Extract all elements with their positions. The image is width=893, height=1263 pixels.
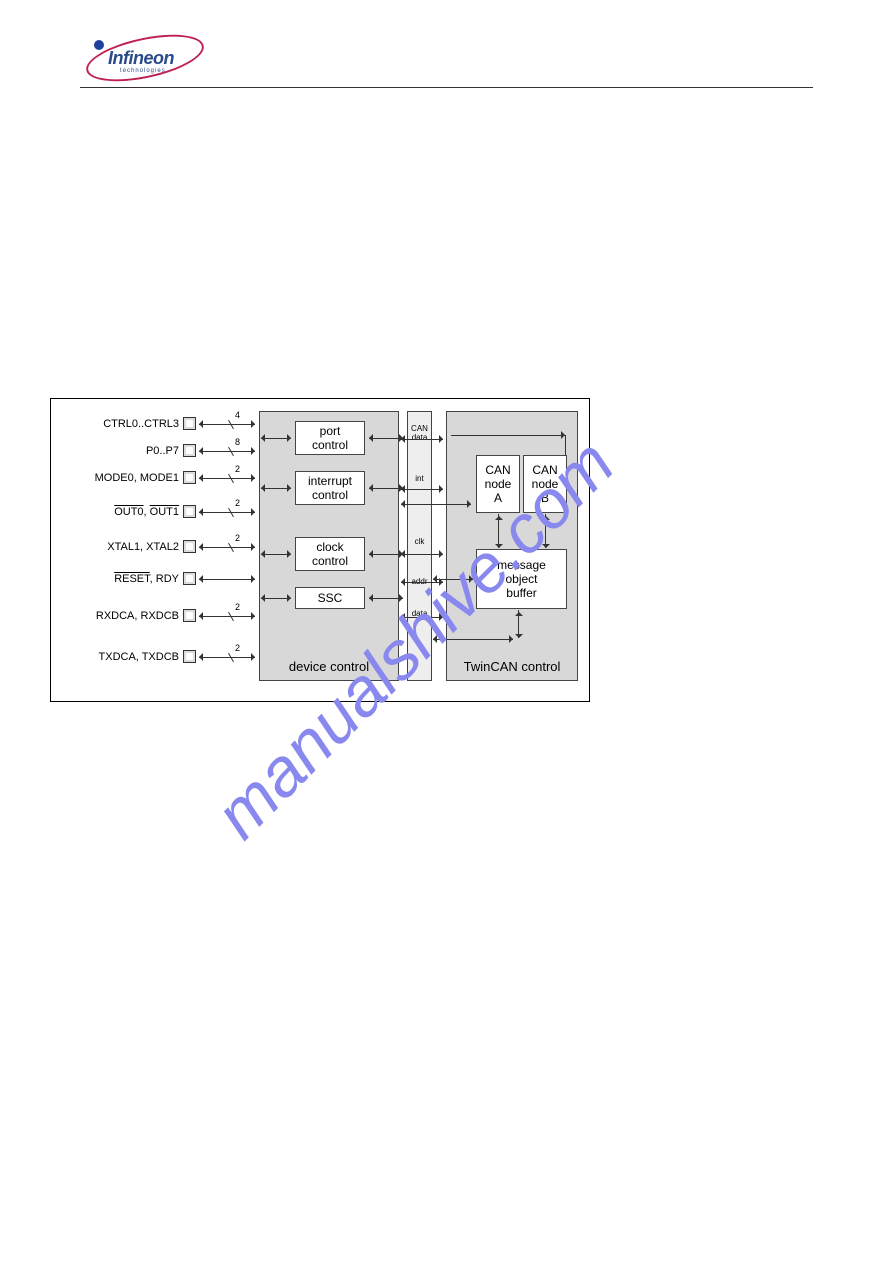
- pin-arrow: [199, 657, 255, 658]
- block-diagram: port control interrupt control clock contr…: [50, 398, 590, 702]
- pin-label: RESET, RDY: [69, 573, 179, 585]
- pin-label: TXDCA, TXDCB: [69, 651, 179, 663]
- can-node-b: CAN node B: [523, 455, 567, 513]
- device-block: clock control: [295, 537, 365, 571]
- bus-label: int: [407, 474, 432, 483]
- device-control-label: device control: [259, 659, 399, 674]
- bus-width: 8: [235, 437, 240, 447]
- bus-width: 2: [235, 464, 240, 474]
- device-block: interrupt control: [295, 471, 365, 505]
- device-block: SSC: [295, 587, 365, 609]
- pin-arrow: [199, 616, 255, 617]
- pin-label: XTAL1, XTAL2: [69, 541, 179, 553]
- pin-label: P0..P7: [69, 445, 179, 457]
- page-header: Infineon technologies: [80, 30, 813, 88]
- pin-label: OUT0, OUT1: [69, 506, 179, 518]
- device-block: port control: [295, 421, 365, 455]
- twincan-control-label: TwinCAN control: [446, 659, 578, 674]
- pin-arrow: [199, 547, 255, 548]
- pin-label: MODE0, MODE1: [69, 472, 179, 484]
- pin-label: RXDCA, RXDCB: [69, 610, 179, 622]
- logo: Infineon technologies: [80, 30, 215, 85]
- can-node-a: CAN node A: [476, 455, 520, 513]
- logo-sub: technologies: [120, 68, 166, 74]
- pin-label: CTRL0..CTRL3: [69, 418, 179, 430]
- bus-width: 2: [235, 602, 240, 612]
- bus-width: 2: [235, 643, 240, 653]
- pin-arrow: [199, 579, 255, 580]
- pin-arrow: [199, 478, 255, 479]
- msg-object-buffer: message object buffer: [476, 549, 567, 609]
- bus-width: 2: [235, 498, 240, 508]
- pin-arrow: [199, 512, 255, 513]
- bus-width: 4: [235, 410, 240, 420]
- pin-arrow: [199, 451, 255, 452]
- bus-label: clk: [407, 537, 432, 546]
- pin-arrow: [199, 424, 255, 425]
- bus-width: 2: [235, 533, 240, 543]
- logo-brand: Infineon: [108, 48, 174, 69]
